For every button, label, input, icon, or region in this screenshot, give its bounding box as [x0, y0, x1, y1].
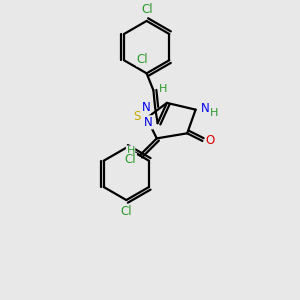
Text: O: O: [206, 134, 214, 147]
Text: S: S: [134, 110, 141, 123]
Text: Cl: Cl: [142, 3, 153, 16]
Text: N: N: [200, 102, 209, 115]
Text: N: N: [141, 100, 150, 114]
Text: H: H: [158, 83, 167, 94]
Text: Cl: Cl: [125, 153, 136, 167]
Text: Cl: Cl: [121, 205, 132, 218]
Text: H: H: [126, 146, 135, 156]
Text: H: H: [210, 108, 218, 118]
Text: Cl: Cl: [136, 53, 148, 66]
Text: N: N: [144, 116, 153, 129]
